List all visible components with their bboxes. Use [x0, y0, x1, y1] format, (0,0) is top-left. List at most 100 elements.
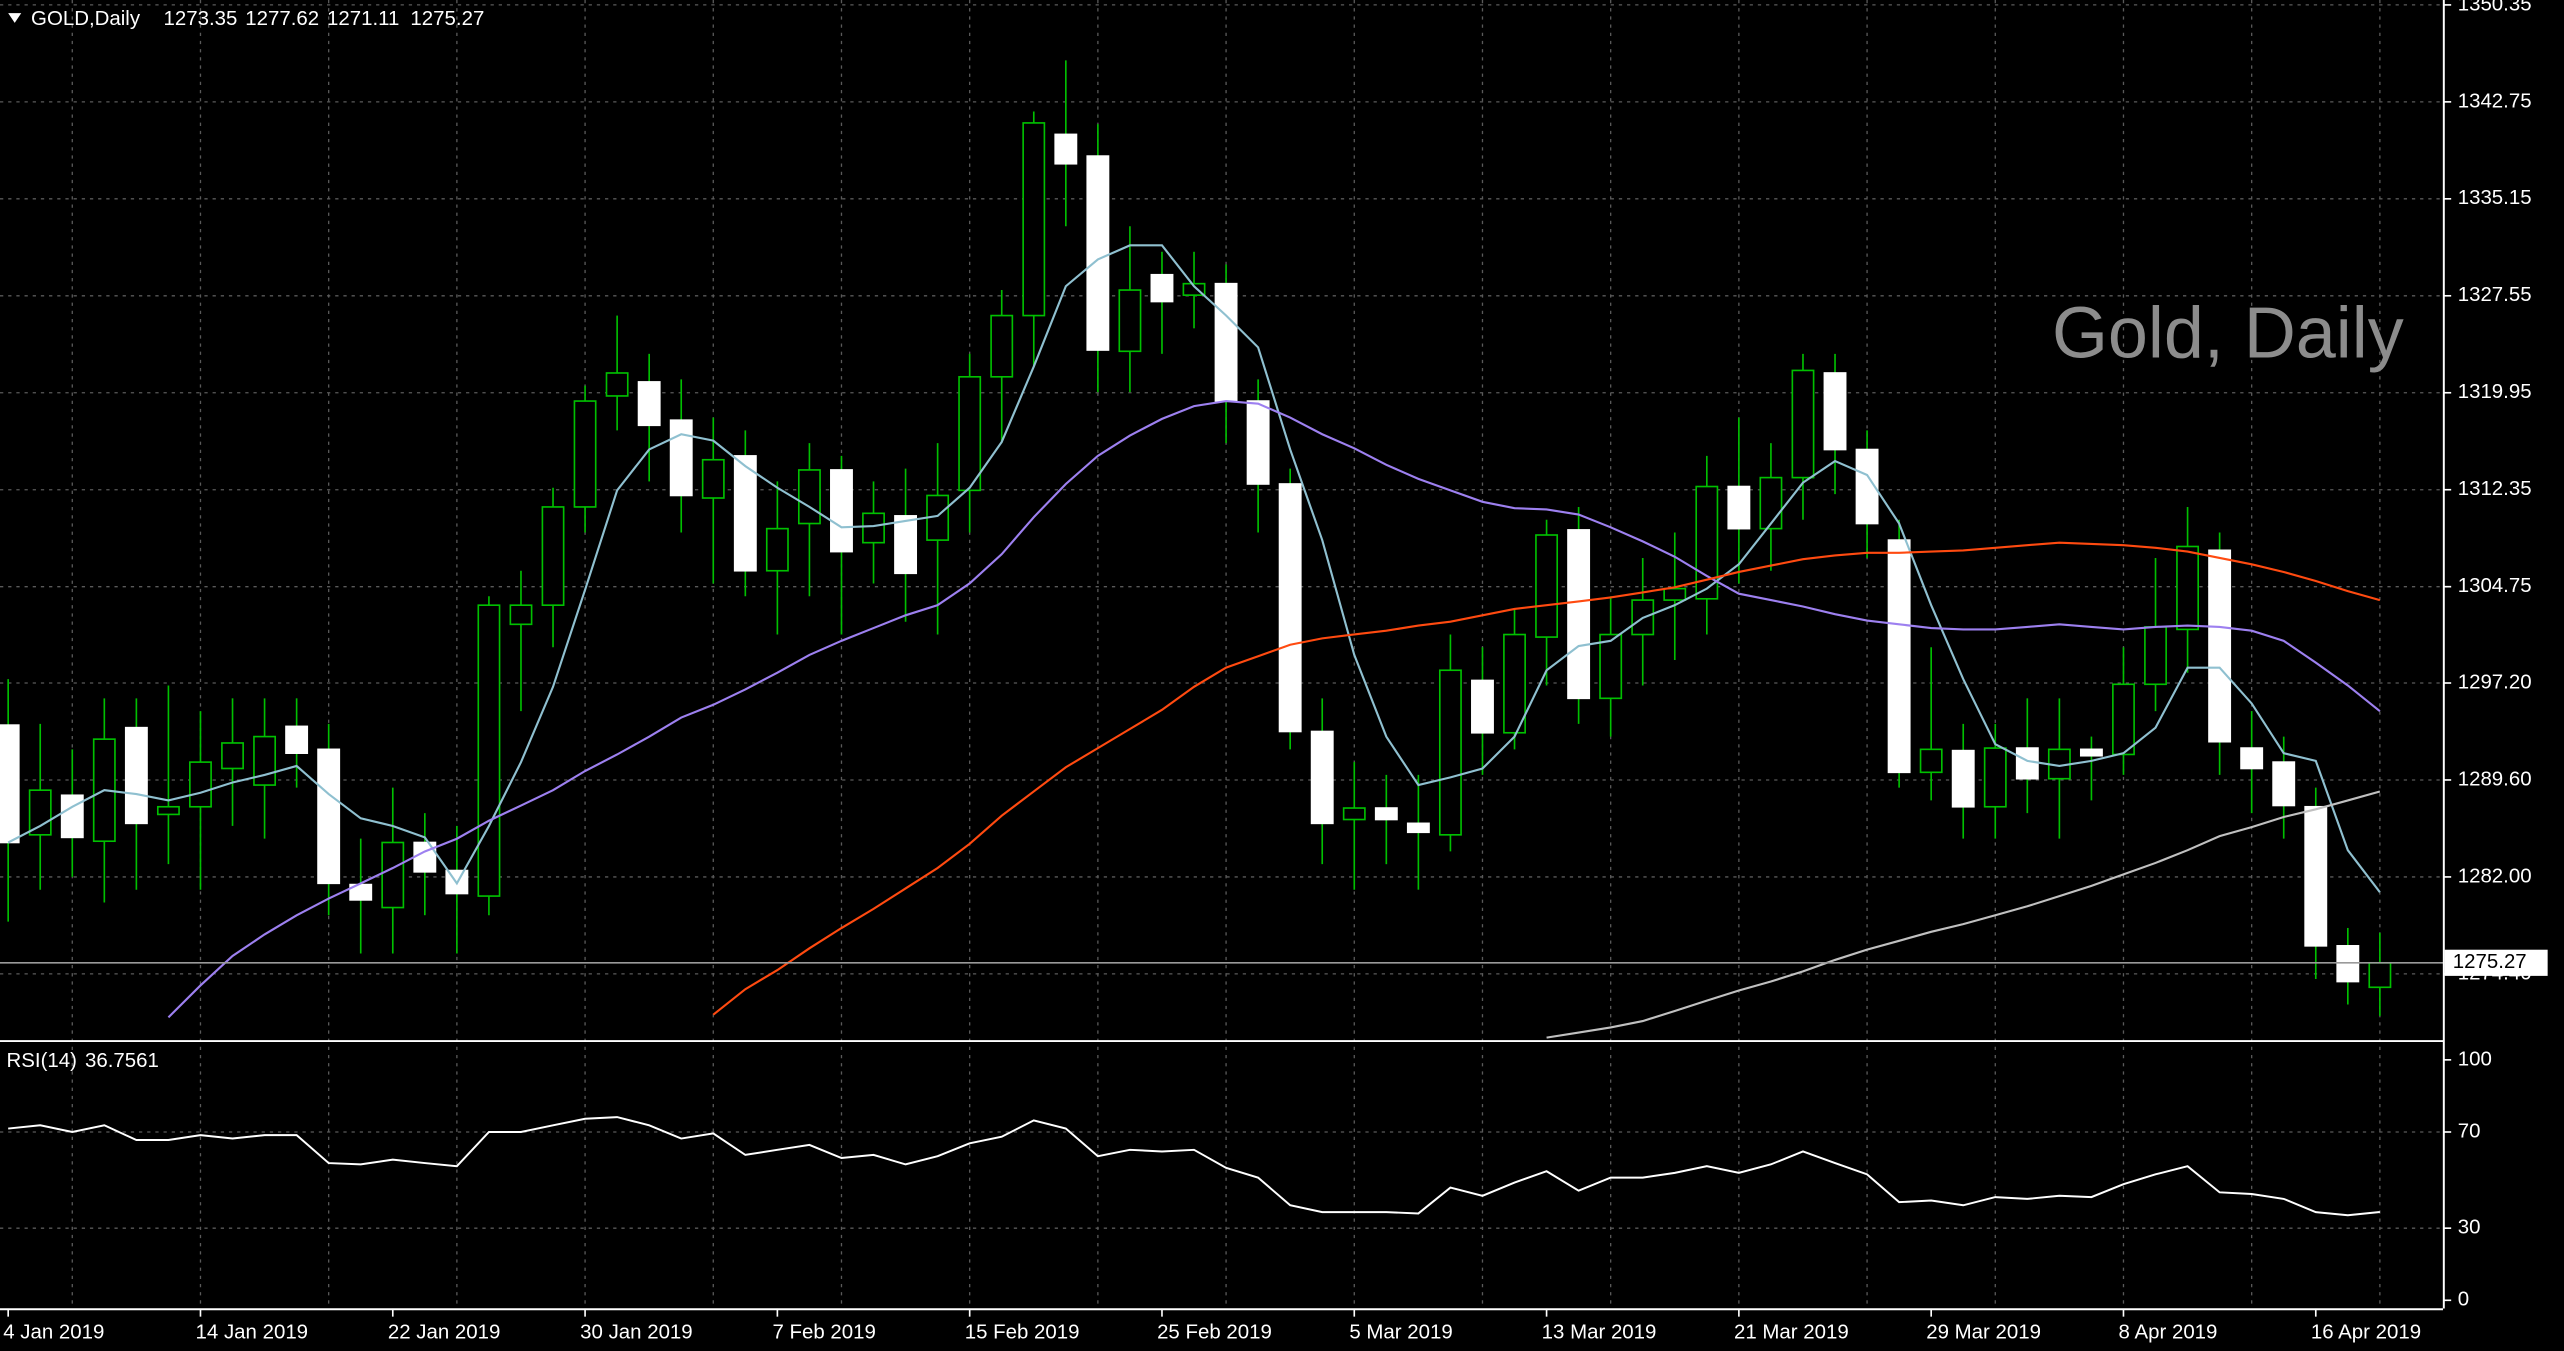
y-tick-label: 1289.60: [2458, 767, 2532, 790]
menu-arrow[interactable]: [8, 13, 22, 23]
candle-body-bull: [1759, 476, 1783, 530]
candle-body-bear: [2272, 761, 2296, 807]
candle-body-bull: [509, 604, 533, 626]
candle-body-bull: [862, 512, 885, 544]
candle-body-bull: [2176, 545, 2200, 631]
moving-average-line: [167, 399, 2381, 1019]
x-tick-label: 16 Apr 2019: [2311, 1320, 2421, 1343]
candle-body-bear: [894, 515, 918, 575]
candle-body-bear: [1855, 448, 1879, 525]
rsi-label: RSI(14): [7, 1049, 77, 1072]
current-price-box: [2444, 949, 2548, 976]
x-tick-label: 13 Mar 2019: [1542, 1320, 1657, 1343]
rsi-value: 36.7561: [85, 1049, 159, 1072]
candle-body-bull: [156, 805, 180, 816]
x-tick-label: 25 Feb 2019: [1157, 1320, 1272, 1343]
candle-body-bear: [2079, 748, 2103, 757]
candle-body-bear: [1823, 372, 1847, 451]
candle-body-bear: [1054, 133, 1078, 165]
candle-body-bear: [0, 724, 20, 844]
current-price-label: 1275.27: [2453, 950, 2527, 973]
x-tick-label: 21 Mar 2019: [1734, 1320, 1849, 1343]
y-tick-label: 1312.35: [2458, 477, 2532, 500]
candle-body-bull: [381, 841, 405, 909]
rsi-line: [8, 1116, 2380, 1217]
candle-body-bull: [1599, 633, 1623, 700]
candle-body-bull: [1342, 807, 1366, 821]
candle-body-bull: [221, 742, 244, 770]
candle-body-bull: [2368, 961, 2392, 989]
axis-layer: 1350.35 1342.75 1335.15 1327.55 1319.95 1312.…: [3, 0, 2548, 1343]
candle-body-bull: [1022, 122, 1046, 317]
candle-body-bull: [541, 506, 565, 606]
header-open: 1273.35: [164, 7, 238, 30]
header-low: 1271.11: [327, 7, 399, 30]
candle-body-bull: [1791, 369, 1815, 479]
candle-body-bear: [1727, 485, 1751, 530]
candle-body-bear: [1887, 539, 1911, 774]
candle-body-bear: [830, 469, 853, 553]
candle-body-bull: [701, 458, 725, 499]
y-tick-label: 100: [2458, 1047, 2492, 1070]
header-close: 1275.27: [410, 7, 484, 30]
y-tick-label: 1350.35: [2458, 0, 2532, 15]
y-tick-label: 70: [2458, 1119, 2481, 1142]
x-tick-label: 15 Feb 2019: [965, 1320, 1080, 1343]
candle-body-bear: [2240, 747, 2264, 770]
moving-average-line: [712, 541, 2381, 1016]
candle-body-bear: [1951, 749, 1975, 808]
candle-body-bear: [1086, 155, 1110, 351]
x-tick-label: 22 Jan 2019: [388, 1320, 501, 1343]
y-tick-label: 1304.75: [2458, 574, 2532, 597]
x-tick-label: 14 Jan 2019: [196, 1320, 309, 1343]
candle-body-bear: [124, 726, 148, 825]
candle-body-bear: [349, 883, 373, 901]
symbol-label: GOLD,Daily: [31, 7, 141, 30]
candle-body-bear: [2304, 805, 2328, 947]
candle-body-bear: [1567, 529, 1591, 700]
candle-body-bear: [1406, 822, 1430, 834]
x-tick-label: 4 Jan 2019: [3, 1320, 104, 1343]
x-tick-label: 5 Mar 2019: [1349, 1320, 1452, 1343]
candle-body-bear: [1246, 400, 1270, 485]
candle-body-bear: [1374, 807, 1398, 821]
y-tick-label: 0: [2458, 1288, 2469, 1311]
candle-body-bull: [2144, 626, 2167, 686]
candle-body-bear: [1278, 483, 1302, 733]
candle-body-bear: [1214, 282, 1238, 402]
plot-layer: [0, 60, 2443, 1217]
y-tick-label: 1335.15: [2458, 186, 2532, 209]
candle-body-bull: [477, 604, 501, 897]
candle-body-bear: [317, 748, 341, 885]
candle-body-bear: [60, 794, 84, 839]
watermark: Gold, Daily: [2052, 294, 2404, 374]
y-tick-label: 1297.20: [2458, 670, 2532, 693]
x-tick-label: 29 Mar 2019: [1926, 1320, 2041, 1343]
candle-body-bull: [765, 527, 789, 572]
moving-average-line: [1546, 790, 2381, 1039]
y-tick-label: 1319.95: [2458, 380, 2532, 403]
candle-body-bear: [2336, 945, 2360, 983]
y-tick-label: 1282.00: [2458, 864, 2532, 887]
x-tick-label: 7 Feb 2019: [772, 1320, 875, 1343]
candle-body-bear: [1150, 273, 1174, 303]
candle-body-bull: [1663, 587, 1687, 601]
candle-body-bull: [189, 761, 212, 808]
moving-average-line: [7, 244, 2381, 893]
x-tick-label: 30 Jan 2019: [580, 1320, 693, 1343]
candle-body-bull: [797, 469, 821, 525]
candle-body-bull: [253, 735, 277, 786]
candle-body-bull: [1438, 669, 1462, 836]
candle-body-bull: [1983, 747, 2007, 808]
candle-body-bull: [1118, 289, 1142, 353]
candle-body-bull: [990, 314, 1014, 378]
candle-body-bear: [2208, 549, 2232, 743]
candle-body-bear: [1310, 730, 1334, 825]
y-tick-label: 30: [2458, 1216, 2481, 1239]
candle-body-bear: [733, 455, 757, 572]
y-tick-label: 1342.75: [2458, 89, 2532, 112]
candle-body-bull: [1535, 534, 1559, 638]
x-tick-label: 8 Apr 2019: [2119, 1320, 2218, 1343]
candle-body-bull: [2112, 683, 2135, 756]
